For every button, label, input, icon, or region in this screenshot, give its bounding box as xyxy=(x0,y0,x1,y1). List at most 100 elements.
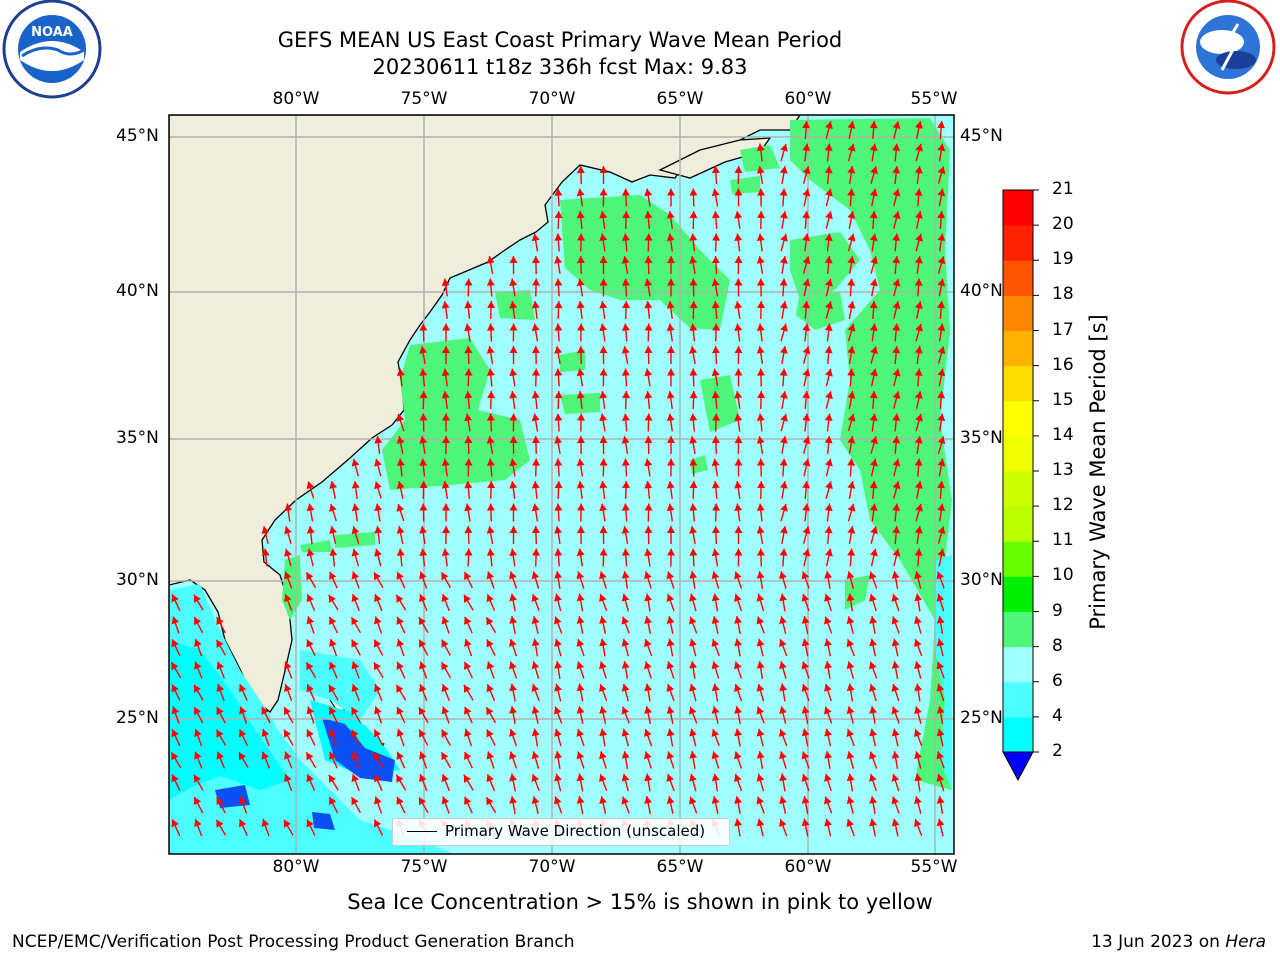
wave-arrow-head xyxy=(756,436,765,444)
wave-arrow-head xyxy=(419,526,428,534)
wave-arrow-head xyxy=(554,571,563,579)
wave-arrow-head xyxy=(509,728,517,737)
wave-arrow-head xyxy=(374,436,383,444)
wave-arrow-head xyxy=(531,481,540,489)
wave-arrow-head xyxy=(509,571,517,580)
wave-arrow-head xyxy=(870,548,878,557)
colorbar-segment xyxy=(1003,435,1033,472)
noaa-logo-text: NOAA xyxy=(31,25,73,40)
wave-arrow-head xyxy=(824,796,832,805)
wave-arrow-head xyxy=(914,368,923,376)
wave-arrow-head xyxy=(689,706,697,715)
wave-arrow-head xyxy=(239,819,247,828)
wave-arrow-head xyxy=(937,391,946,399)
wave-arrow-head xyxy=(486,707,494,716)
wave-arrow-head xyxy=(711,773,720,782)
wave-arrow-head xyxy=(576,661,585,670)
wave-arrow-head xyxy=(418,707,426,716)
wave-arrow-head xyxy=(216,617,224,626)
wave-arrow-head xyxy=(915,233,923,242)
wave-arrow-head xyxy=(914,571,922,580)
wave-arrow-head xyxy=(802,346,811,355)
wave-arrow-head xyxy=(644,368,653,377)
wave-arrow-head xyxy=(780,503,788,512)
wave-arrow-head xyxy=(396,413,405,422)
wave-arrow-head xyxy=(509,256,518,264)
wave-arrow-head xyxy=(329,751,337,760)
wave-arrow-head xyxy=(486,729,494,738)
wave-arrow-head xyxy=(531,436,540,444)
wave-arrow-head xyxy=(441,774,449,783)
wave-arrow-head xyxy=(216,751,224,760)
wave-arrow-head xyxy=(892,188,901,197)
wave-arrow-head xyxy=(396,661,404,670)
wave-arrow-head xyxy=(915,323,923,332)
wave-arrow-head xyxy=(937,481,946,489)
wave-arrow-head xyxy=(937,413,946,422)
wave-arrow-head xyxy=(666,684,675,692)
wave-arrow-head xyxy=(869,481,878,489)
wave-arrow-head xyxy=(374,481,382,490)
wave-arrow-head xyxy=(373,662,381,671)
wave-arrow-head xyxy=(689,458,698,466)
wave-arrow-head xyxy=(689,683,697,692)
wave-arrow-head xyxy=(351,571,360,580)
wave-arrow-head xyxy=(915,503,923,512)
wave-arrow-head xyxy=(824,661,833,669)
wave-arrow-head xyxy=(554,301,563,309)
wave-arrow-head xyxy=(711,188,720,197)
wave-arrow-head xyxy=(194,661,202,670)
wave-arrow-head xyxy=(487,301,496,309)
north-america-land xyxy=(169,115,801,713)
wave-arrow-head xyxy=(486,661,495,670)
wave-arrow-head xyxy=(441,391,450,399)
wave-arrow-head xyxy=(914,729,922,738)
wave-arrow-head xyxy=(329,796,337,806)
wave-arrow-head xyxy=(351,751,360,760)
colorbar-segment xyxy=(1003,646,1033,683)
wave-arrow-head xyxy=(734,233,743,242)
wave-arrow-head xyxy=(171,594,179,603)
wave-arrow-head xyxy=(891,616,900,625)
wave-arrow-head xyxy=(846,819,855,828)
wave-arrow-head xyxy=(419,548,428,556)
wave-arrow-head xyxy=(576,481,585,489)
colorbar-title: Primary Wave Mean Period [s] xyxy=(1086,314,1110,630)
wave-arrow-head xyxy=(419,594,427,603)
wave-arrow-head xyxy=(216,819,224,828)
wave-arrow-head xyxy=(419,391,428,399)
wave-arrow-head xyxy=(870,526,878,535)
wave-arrow-head xyxy=(801,616,810,624)
plot-subtitle-run: 20230611 t18z 336h fcst Max: 9.83 xyxy=(372,55,748,79)
wave-arrow-head xyxy=(644,413,653,421)
wave-arrow-head xyxy=(847,436,856,444)
wave-arrow-head xyxy=(869,728,878,737)
wave-arrow-head xyxy=(171,639,179,648)
wave-arrow-head xyxy=(711,683,720,692)
wave-arrow-head xyxy=(711,481,720,489)
wave-arrow-head xyxy=(329,526,337,534)
lon-label-top-55w: 55°W xyxy=(910,89,958,109)
wave-arrow-head xyxy=(756,548,765,556)
wave-arrow-head xyxy=(824,706,832,715)
wave-arrow-head xyxy=(329,661,337,670)
wave-arrow-head xyxy=(396,594,404,603)
wave-arrow-head xyxy=(892,413,901,421)
wave-arrow-head xyxy=(171,684,179,693)
wave-arrow-head xyxy=(936,683,945,692)
wave-arrow-head xyxy=(284,526,292,535)
wave-arrow-head xyxy=(328,684,336,693)
wave-arrow-head xyxy=(711,301,720,309)
wave-arrow-head xyxy=(576,593,585,602)
wave-arrow-head xyxy=(509,278,518,287)
wave-arrow-head xyxy=(892,166,901,174)
lon-label-top-75w: 75°W xyxy=(400,89,448,109)
wave-arrow-head xyxy=(802,413,811,422)
wave-arrow-head xyxy=(464,728,472,737)
wave-arrow-head xyxy=(261,526,270,535)
wave-arrow-head xyxy=(509,481,518,489)
wave-arrow-head xyxy=(599,413,608,422)
wave-arrow-head xyxy=(216,661,224,670)
wave-arrow-head xyxy=(599,481,608,489)
wave-arrow-head xyxy=(419,481,428,489)
